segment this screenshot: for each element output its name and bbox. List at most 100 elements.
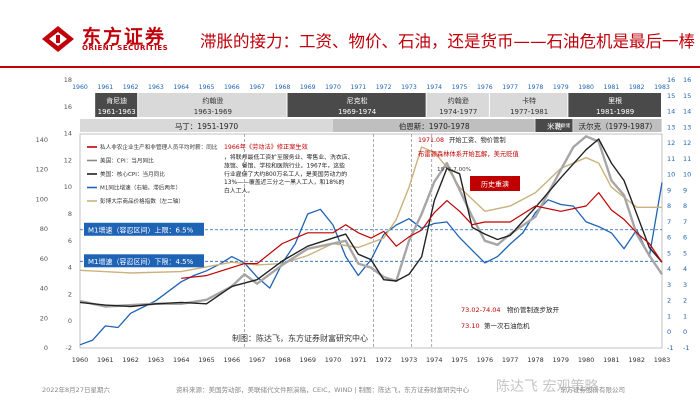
watermark-text: 陈达飞 宏观策略 <box>496 379 599 395</box>
y-right-inner-tick-label: 11 <box>667 155 675 163</box>
president-years: 1974-1977 <box>439 108 477 116</box>
x-bottom-tick-label: 1972 <box>375 356 392 364</box>
y-left-outer-tick-label: 100 <box>36 195 48 203</box>
x-bottom-tick-label: 1976 <box>477 356 494 364</box>
president-band <box>489 93 568 117</box>
x-bottom-tick-label: 1975 <box>451 356 468 364</box>
president-name: 约翰逊 <box>202 96 223 105</box>
fed-chair-name: 马丁：1951-1970 <box>175 122 239 131</box>
president-name: 里根 <box>608 96 622 105</box>
series-line <box>79 146 662 274</box>
x-top-tick-label: 1981 <box>604 84 620 91</box>
orient-securities-logo-icon <box>42 26 74 52</box>
title-divider <box>0 66 700 68</box>
president-years: 1961-1963 <box>98 108 136 116</box>
y-left-outer-tick-label: 120 <box>36 166 48 174</box>
y-right-outer-tick-label: 10 <box>683 171 691 179</box>
footer-company: 东方证券股份有限公司 <box>560 386 625 394</box>
x-top-tick-label: 1982 <box>629 84 645 91</box>
president-and-fed-bands: 肯尼迪 1961-1963 约翰逊 1963-1969 尼克松 1969-1974 约翰逊 1… <box>80 93 662 132</box>
fed-chair-segment <box>333 119 535 132</box>
y-right-outer-tick-label: 5 <box>683 249 687 257</box>
y-right-outer-tick-label: 12 <box>683 139 691 147</box>
y-left-inner-tick-label: 14 <box>64 130 72 138</box>
x-top-tick-label: 1967 <box>249 84 265 91</box>
x-bottom-tick-label: 1966 <box>224 356 241 364</box>
x-bottom-tick-label: 1965 <box>198 356 215 364</box>
y-right-outer-tick-label: 1 <box>683 312 687 320</box>
x-top-tick-label: 1973 <box>401 84 417 91</box>
x-bottom-tick-label: 1963 <box>148 356 165 364</box>
chart-series <box>79 135 663 346</box>
y-right-inner-tick-label: 10 <box>667 171 675 179</box>
x-top-tick-label: 1979 <box>553 84 569 91</box>
x-top-tick-label: 1960 <box>72 84 88 91</box>
footer-date: 2022年8月27日星期六 <box>42 386 110 394</box>
x-bottom-tick-label: 1961 <box>97 356 114 364</box>
x-bottom-tick-label: 1962 <box>122 356 139 364</box>
president-name: 卡特 <box>522 96 536 105</box>
y-right-outer-tick-label: 3 <box>683 281 687 289</box>
x-bottom-tick-label: 1982 <box>628 356 645 364</box>
x-bottom-tick-label: 1967 <box>249 356 266 364</box>
x-top-tick-label: 1964 <box>173 84 189 91</box>
x-top-tick-label: 1961 <box>97 84 113 91</box>
president-band <box>138 93 287 117</box>
history-repeat-label: 历史重演 <box>481 180 509 189</box>
x-top-tick-label: 1974 <box>426 84 442 91</box>
legend-label: 私人非农企业生产和非管理人员平均时薪：同比 <box>100 143 218 151</box>
president-years: 1963-1969 <box>194 108 232 116</box>
y-right-outer-tick-label: 0 <box>683 328 687 336</box>
x-top-tick-label: 1975 <box>452 84 468 91</box>
y-right-inner-tick-label: 2 <box>667 297 671 305</box>
y-left-outer-tick-label: 140 <box>36 136 48 144</box>
x-top-tick-label: 1966 <box>224 84 240 91</box>
y-right-outer-tick-label: 4 <box>683 265 687 273</box>
legend-label: M1同比增速（右轴，滞后两年） <box>100 184 181 192</box>
m1-reference-label: M1增速（容忍区间）上限：6.5% <box>88 225 194 234</box>
x-top-tick-label: 1976 <box>477 84 493 91</box>
y-right-inner-tick-label: 1 <box>667 312 671 320</box>
x-bottom-tick-label: 1977 <box>502 356 519 364</box>
president-years: 1981-1989 <box>596 108 634 116</box>
page-title: 滞胀的接力：工资、物价、石油，还是货币——石油危机是最后一棒 <box>200 32 695 51</box>
y-right-inner-tick-label: 3 <box>667 281 671 289</box>
president-years: 1977-1981 <box>510 108 548 116</box>
x-top-tick-label: 1969 <box>300 84 316 91</box>
history-repeat-box <box>470 176 520 191</box>
president-name: 约翰逊 <box>448 96 469 105</box>
x-bottom-tick-label: 1969 <box>299 356 316 364</box>
y-left-outer-tick-label: 40 <box>40 285 48 293</box>
legend-label: 彭博大宗商品价格指数（左二轴） <box>100 197 184 205</box>
x-bottom-tick-label: 1979 <box>553 356 570 364</box>
annotation-1966-body: 白人工人。 <box>224 187 253 195</box>
x-bottom-tick-label: 1974 <box>426 356 443 364</box>
y-right-inner-tick-label: 4 <box>667 265 671 273</box>
x-top-tick-label: 1970 <box>325 84 341 91</box>
president-name: 肯尼迪 <box>106 96 127 105</box>
annotation-bretton: 布雷顿森林体系开始瓦解，美元贬值 <box>418 149 519 158</box>
y-right-outer-tick-label: 8 <box>683 202 687 210</box>
x-bottom-tick-label: 1983 <box>654 356 671 364</box>
fed-chair-segment <box>535 119 573 132</box>
fed-chair-name: 米勒 <box>547 121 562 131</box>
y-right-outer-tick-label: -1 <box>683 344 689 352</box>
x-bottom-tick-label: 1981 <box>603 356 620 364</box>
legend-label: 美国：CPI：当月同比 <box>100 157 154 165</box>
m1-reference-label-box <box>84 222 204 236</box>
y-right-outer-tick-label: 2 <box>683 297 687 305</box>
y-right-inner-tick-label: 0 <box>667 328 671 336</box>
y-right-inner-tick-label: 7 <box>667 218 671 226</box>
x-top-tick-label: 1972 <box>376 84 392 91</box>
annotation-1966-body: ，将联邦最低工资扩至服务业、零售业、洗衣店、 <box>224 153 354 161</box>
y-left-outer-tick-label: 80 <box>40 225 48 233</box>
annotation-7310-date: 73.10 <box>461 322 480 330</box>
chart-axes: 1960 1961 1962 1963 1964 1965 1966 1967 1968 1969… <box>36 76 692 364</box>
footer-source: 资料来源：美国劳动部，美联储代文件照演稿，CEIC，WIND | 制图：陈达飞，… <box>176 386 470 394</box>
y-left-inner-tick-label: 2 <box>68 290 72 298</box>
x-bottom-tick-label: 1978 <box>527 356 544 364</box>
annotation-1966-body: 行业雇佣了大约800万名工人，是美国劳动力的 <box>224 170 347 178</box>
x-bottom-tick-label: 1980 <box>578 356 595 364</box>
x-top-tick-label: 1971 <box>350 84 366 91</box>
